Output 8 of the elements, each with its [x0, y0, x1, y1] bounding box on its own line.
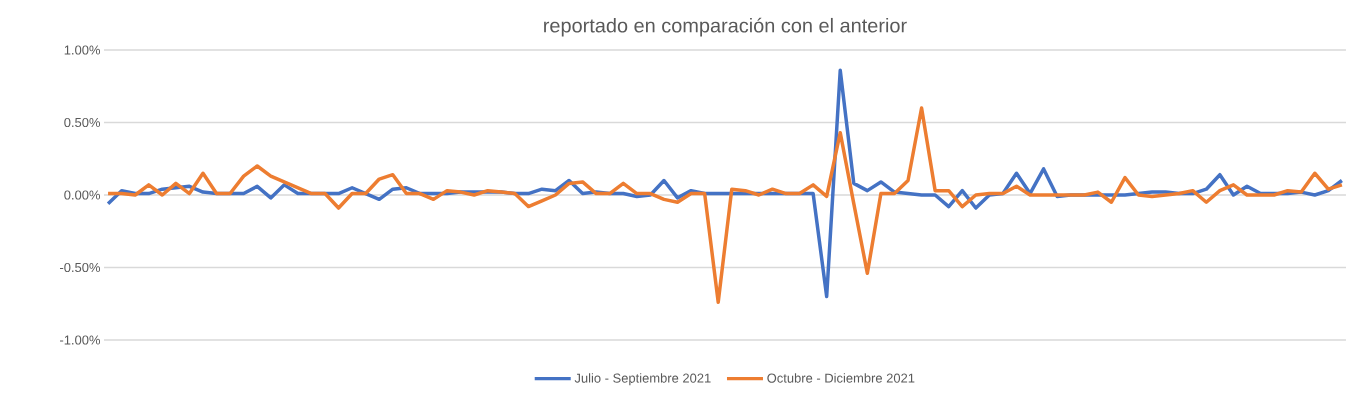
y-tick-label: -1.00% [60, 335, 101, 345]
y-tick-label: -0.50% [60, 262, 101, 273]
legend-label: Julio - Septiembre 2021 [574, 373, 711, 386]
legend-label: Octubre - Diciembre 2021 [767, 373, 915, 383]
y-tick-label: 0.00% [64, 190, 101, 200]
y-tick-label: 0.50% [64, 117, 101, 128]
chart-title: reportado en comparación con el anterior [544, 17, 907, 37]
y-tick-label: 1.00% [64, 45, 101, 55]
